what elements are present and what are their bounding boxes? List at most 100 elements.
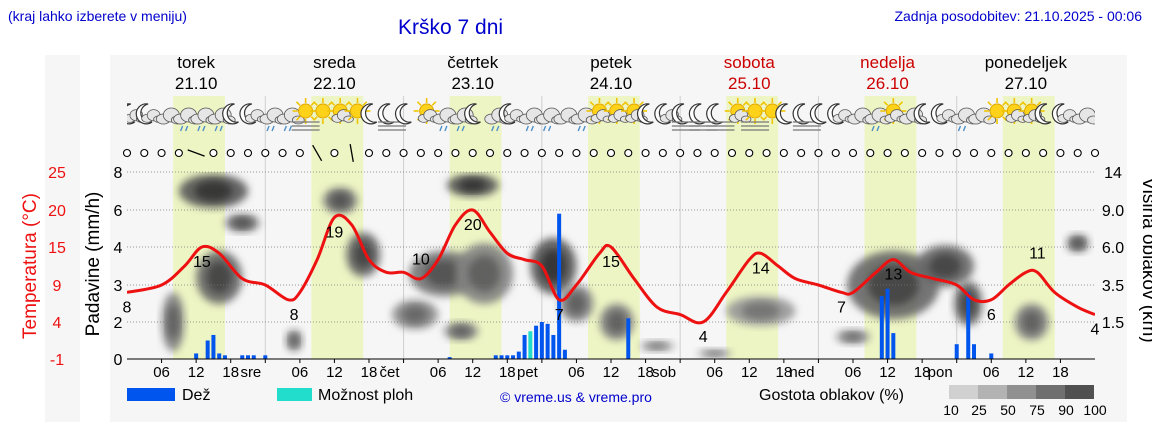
cloud-density-core [468, 255, 501, 292]
moon-icon [636, 103, 654, 125]
raindrop [214, 125, 218, 132]
sun-ray [295, 116, 301, 121]
sun-ray [987, 101, 992, 106]
cloud-density-core [540, 249, 567, 283]
moon-icon [498, 103, 516, 125]
calm-circle [140, 148, 149, 158]
temperature-label: 20 [464, 217, 482, 234]
calm-circle [468, 148, 477, 158]
precipitation-bar [499, 355, 504, 359]
precipitation-tick: 3 [114, 278, 123, 295]
day-name: torek [177, 53, 215, 72]
sun-ray [416, 101, 422, 106]
temperature-label: 7 [837, 299, 846, 316]
cloud-height-tick: 6.0 [1102, 240, 1124, 257]
sun-ray [883, 101, 889, 106]
x-tick-label: 06 [153, 364, 170, 381]
precipitation-tick: 0 [114, 352, 123, 369]
cloud-density-core [166, 304, 180, 340]
x-tick-label: 12 [879, 364, 896, 381]
calm-circle [831, 148, 840, 158]
sun-ray [607, 101, 612, 106]
storm-legend-swatch [277, 388, 312, 401]
raindrop [283, 125, 287, 132]
x-tick-label: pet [517, 364, 539, 381]
day-date: 23.10 [451, 74, 494, 93]
cloud-density-tick: 50 [1000, 402, 1016, 418]
precipitation-bar [989, 353, 994, 359]
temperature-label: 13 [884, 267, 902, 284]
calm-circle [1039, 148, 1048, 158]
moon-icon [654, 103, 671, 125]
cloud-density-swatch [1007, 385, 1036, 399]
calm-circle [122, 148, 132, 158]
precipitation-bar [240, 355, 245, 359]
raindrop [542, 125, 547, 132]
moon-icon [913, 103, 931, 125]
sun-ray [745, 101, 750, 106]
raindrop [461, 125, 465, 132]
weather-symbol [360, 103, 378, 125]
x-tick-label: 18 [1052, 364, 1069, 381]
calm-circle [797, 148, 806, 158]
cloud-density-core [867, 264, 919, 306]
day-date: 21.10 [175, 74, 218, 93]
sun-ray [898, 101, 904, 106]
x-tick-label: 06 [430, 364, 447, 381]
precipitation-bar [194, 353, 199, 359]
moon-icon [775, 103, 792, 125]
cloud-height-tick: 3.5 [1102, 278, 1124, 295]
calm-circle [1073, 148, 1082, 158]
calm-circle [848, 148, 858, 158]
raindrop [577, 125, 581, 132]
precipitation-bar [528, 331, 533, 359]
temperature-label: 6 [987, 307, 996, 324]
temperature-tick: 15 [48, 240, 66, 257]
x-tick-label: sre [240, 364, 261, 381]
calm-circle [918, 148, 927, 158]
cloud-density-core [647, 342, 667, 350]
calm-circle [1056, 148, 1065, 158]
precipitation-tick: 8 [114, 165, 123, 182]
storm-legend-label: Možnost ploh [318, 387, 413, 404]
sun-ray [987, 116, 992, 121]
calm-circle [693, 148, 702, 158]
temperature-label: 11 [1029, 245, 1046, 262]
calm-circle [261, 148, 270, 158]
cloud-height-tick: 14 [1104, 165, 1122, 182]
weather-symbol [775, 103, 792, 125]
precipitation-bar [522, 334, 527, 359]
cloud-density-swatch [1065, 385, 1094, 399]
sun-ray [347, 116, 353, 121]
day-name: nedelja [860, 53, 915, 72]
cloud-density-core [843, 332, 863, 342]
sun-ray [431, 101, 437, 106]
precipitation-tick: 4 [114, 240, 123, 257]
calm-circle [727, 148, 737, 158]
calm-circle [520, 148, 529, 158]
calm-circle [330, 148, 339, 158]
wind-arrow [187, 149, 205, 157]
weather-symbol [276, 107, 305, 132]
day-date: 22.10 [313, 74, 356, 93]
precipitation-bar [557, 213, 562, 359]
raindrop [271, 125, 275, 132]
cloud-density-core [194, 180, 233, 202]
sun-ray [762, 116, 768, 121]
sun-ray [362, 101, 368, 106]
cloud-density-swatch [1036, 385, 1065, 399]
precipitation-tick: 6 [114, 203, 123, 220]
sun-ray [762, 101, 768, 106]
sun-ray [777, 101, 783, 106]
weather-symbol [1001, 98, 1028, 124]
sun-ray [624, 101, 629, 106]
raindrop [288, 125, 292, 132]
weather-symbol [1072, 107, 1095, 125]
calm-circle [382, 148, 391, 158]
cloud-density-tick: 75 [1029, 402, 1045, 418]
day-name: ponedeljek [985, 53, 1068, 72]
moon-icon [394, 103, 412, 125]
weather-symbol [930, 103, 959, 125]
weather-symbol [724, 98, 752, 124]
